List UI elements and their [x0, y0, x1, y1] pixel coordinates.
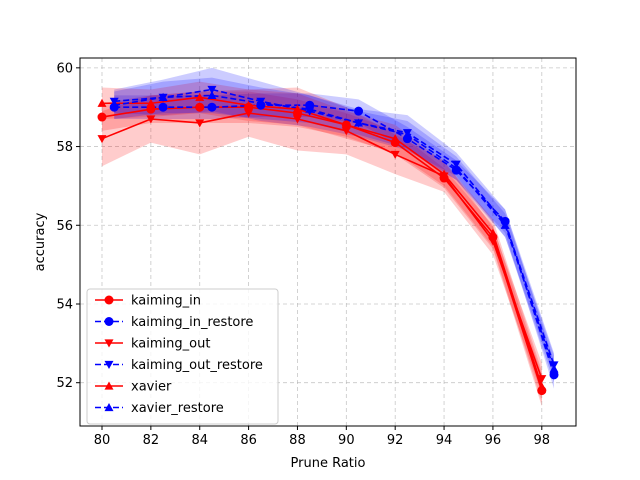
point-kaiming-in — [97, 112, 107, 122]
line-xavier — [101, 96, 543, 387]
series-lines — [101, 88, 555, 391]
legend-label-xavier: xavier — [131, 380, 172, 395]
x-tick-label: 90 — [338, 433, 355, 448]
point-kaiming-out — [341, 127, 351, 136]
point-xavier — [146, 98, 156, 107]
ticks: 80 82 84 86 88 90 92 94 96 98 52 54 56 58 60 — [56, 61, 550, 448]
x-tick-label: 82 — [143, 433, 160, 448]
point-xavier-restore — [451, 163, 461, 172]
legend: kaiming_in kaiming_in_restore kaiming_outk… — [86, 288, 279, 425]
point-kaiming-in — [195, 102, 205, 112]
legend-label-kaiming-out: kaiming_out — [131, 337, 210, 352]
point-kaiming-out — [537, 375, 547, 384]
y-tick-label: 54 — [56, 297, 73, 312]
band-kaiming-out-restore — [114, 67, 555, 377]
x-tick-label: 94 — [436, 433, 453, 448]
x-tick-label: 96 — [485, 433, 502, 448]
point-xavier-restore — [305, 104, 315, 113]
x-tick-label: 86 — [240, 433, 257, 448]
band-xavier — [101, 81, 542, 403]
point-kaiming-out — [146, 115, 156, 124]
legend-label-kaiming-in-restore: kaiming_in_restore — [131, 315, 253, 330]
point-xavier-restore — [207, 90, 217, 99]
line-xavier-restore — [114, 94, 555, 370]
point-xavier — [488, 228, 498, 237]
legend-marker-xavier — [104, 381, 114, 390]
x-tick-label: 80 — [94, 433, 111, 448]
y-tick-label: 58 — [56, 140, 73, 155]
legend-label-kaiming-in: kaiming_in — [131, 294, 201, 309]
point-xavier — [292, 104, 302, 113]
grid — [80, 58, 576, 426]
point-kaiming-out — [97, 135, 107, 144]
point-kaiming-in-restore — [158, 102, 168, 112]
legend-label-kaiming-out-restore: kaiming_out_restore — [131, 358, 263, 373]
legend-marker-kaiming-in-restore — [104, 317, 114, 326]
y-tick-label: 60 — [56, 61, 73, 76]
legend-marker-xavier-restore — [104, 403, 114, 412]
legend-marker-kaiming-out-restore — [104, 360, 114, 369]
point-kaiming-out — [244, 109, 254, 118]
point-xavier — [97, 98, 107, 107]
point-xavier-restore — [549, 364, 559, 373]
plot-frame — [79, 57, 577, 427]
point-kaiming-in — [146, 104, 156, 114]
x-tick-label: 92 — [387, 433, 404, 448]
point-xavier — [390, 134, 400, 143]
x-tick-label: 88 — [289, 433, 306, 448]
x-axis-label: Prune Ratio — [291, 456, 366, 471]
point-kaiming-out — [195, 119, 205, 128]
point-kaiming-out — [390, 150, 400, 159]
x-tick-label: 84 — [191, 433, 208, 448]
point-xavier — [195, 92, 205, 101]
point-xavier-restore — [402, 130, 412, 139]
point-kaiming-out-restore — [207, 85, 217, 94]
point-kaiming-in-restore — [549, 370, 559, 380]
legend-box — [86, 288, 279, 425]
point-xavier-restore — [109, 100, 119, 109]
point-kaiming-out — [292, 115, 302, 124]
point-xavier-restore — [500, 220, 510, 229]
point-xavier-restore — [158, 92, 168, 101]
point-kaiming-in-restore — [207, 102, 217, 112]
point-xavier — [537, 382, 547, 391]
point-kaiming-in-restore — [354, 106, 364, 116]
band-kaiming-in-restore — [114, 93, 555, 389]
y-axis-label: accuracy — [33, 212, 48, 271]
line-kaiming-in-restore — [114, 104, 555, 376]
point-xavier — [439, 169, 449, 178]
legend-marker-kaiming-out — [104, 339, 114, 348]
y-tick-label: 56 — [56, 219, 73, 234]
band-xavier-restore — [114, 77, 555, 383]
line-kaiming-out — [101, 112, 543, 380]
point-xavier — [244, 100, 254, 109]
y-tick-label: 52 — [56, 376, 73, 391]
legend-marker-kaiming-in — [104, 295, 114, 305]
point-kaiming-out — [488, 237, 498, 246]
series-markers — [97, 85, 559, 396]
x-tick-label: 98 — [534, 433, 551, 448]
legend-label-xavier-restore: xavier_restore — [131, 401, 224, 416]
point-xavier — [341, 120, 351, 129]
point-xavier-restore — [354, 118, 364, 127]
line-kaiming-out-restore — [114, 88, 555, 366]
point-xavier-restore — [256, 98, 266, 107]
